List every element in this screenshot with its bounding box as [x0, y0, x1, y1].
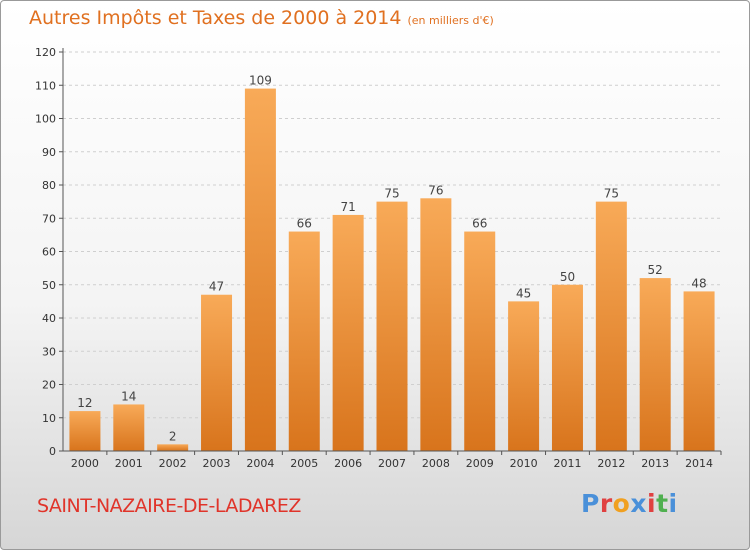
x-tick-label: 2010: [510, 457, 538, 470]
logo-letter: P: [581, 489, 600, 518]
bar-2002[interactable]: [157, 444, 189, 451]
x-tick-label: 2007: [378, 457, 406, 470]
bar-value-label: 2: [169, 429, 177, 443]
bar-value-label: 109: [249, 74, 272, 88]
chart-unit: (en milliers d'€): [407, 14, 494, 27]
chart-title-text: Autres Impôts et Taxes de 2000 à 2014: [29, 7, 402, 29]
y-tick-label: 90: [42, 146, 56, 159]
y-tick-label: 30: [42, 345, 56, 358]
x-tick-label: 2002: [159, 457, 187, 470]
commune-name: SAINT-NAZAIRE-DE-LADAREZ: [37, 495, 301, 517]
bar-value-label: 71: [340, 200, 355, 214]
x-tick-label: 2013: [641, 457, 669, 470]
y-tick-label: 100: [35, 113, 56, 126]
bar-value-label: 76: [428, 183, 443, 197]
x-tick-label: 2008: [422, 457, 450, 470]
y-tick-label: 80: [42, 179, 56, 192]
logo-letter: x: [630, 489, 647, 518]
bar-value-label: 66: [472, 217, 487, 231]
x-tick-label: 2014: [685, 457, 713, 470]
logo-letter: t: [656, 489, 669, 518]
bar-2004[interactable]: [244, 88, 276, 451]
bar-value-label: 66: [297, 217, 312, 231]
bar-value-label: 12: [77, 396, 92, 410]
logo-letter: o: [612, 489, 631, 518]
bar-value-label: 14: [121, 389, 136, 403]
x-tick-label: 2011: [553, 457, 581, 470]
bar-2010[interactable]: [508, 301, 540, 451]
logo-letter: r: [599, 489, 613, 518]
y-tick-label: 110: [35, 79, 56, 92]
x-tick-label: 2001: [115, 457, 143, 470]
y-tick-label: 60: [42, 246, 56, 259]
bar-value-label: 52: [648, 263, 663, 277]
logo-letter: i: [647, 489, 657, 518]
bar-value-label: 45: [516, 286, 531, 300]
bar-2000[interactable]: [69, 411, 101, 451]
bar-2001[interactable]: [113, 404, 145, 451]
bar-value-label: 75: [604, 187, 619, 201]
bar-value-label: 47: [209, 280, 224, 294]
bar-2009[interactable]: [464, 231, 496, 451]
chart-title: Autres Impôts et Taxes de 2000 à 2014 (en…: [29, 7, 494, 29]
bar-2012[interactable]: [595, 201, 627, 451]
bar-value-label: 75: [384, 187, 399, 201]
bar-2006[interactable]: [332, 214, 364, 451]
y-tick-label: 10: [42, 412, 56, 425]
x-tick-label: 2009: [466, 457, 494, 470]
bar-2014[interactable]: [683, 291, 715, 451]
x-tick-label: 2006: [334, 457, 362, 470]
x-tick-label: 2000: [71, 457, 99, 470]
bar-2011[interactable]: [551, 284, 583, 451]
y-tick-label: 40: [42, 312, 56, 325]
x-tick-label: 2004: [246, 457, 274, 470]
x-tick-label: 2005: [290, 457, 318, 470]
y-tick-label: 70: [42, 212, 56, 225]
logo-letter: i: [668, 489, 678, 518]
bar-2007[interactable]: [376, 201, 408, 451]
bar-2013[interactable]: [639, 278, 671, 451]
y-tick-label: 50: [42, 279, 56, 292]
y-tick-label: 120: [35, 46, 56, 59]
bar-2008[interactable]: [420, 198, 452, 451]
y-tick-label: 20: [42, 379, 56, 392]
x-tick-label: 2003: [203, 457, 231, 470]
y-tick-label: 0: [49, 445, 56, 458]
bar-2005[interactable]: [288, 231, 320, 451]
bar-value-label: 50: [560, 270, 575, 284]
proxiti-logo[interactable]: Proxiti: [581, 489, 678, 518]
x-tick-label: 2012: [597, 457, 625, 470]
bar-2003[interactable]: [201, 294, 233, 451]
bar-value-label: 48: [691, 276, 706, 290]
